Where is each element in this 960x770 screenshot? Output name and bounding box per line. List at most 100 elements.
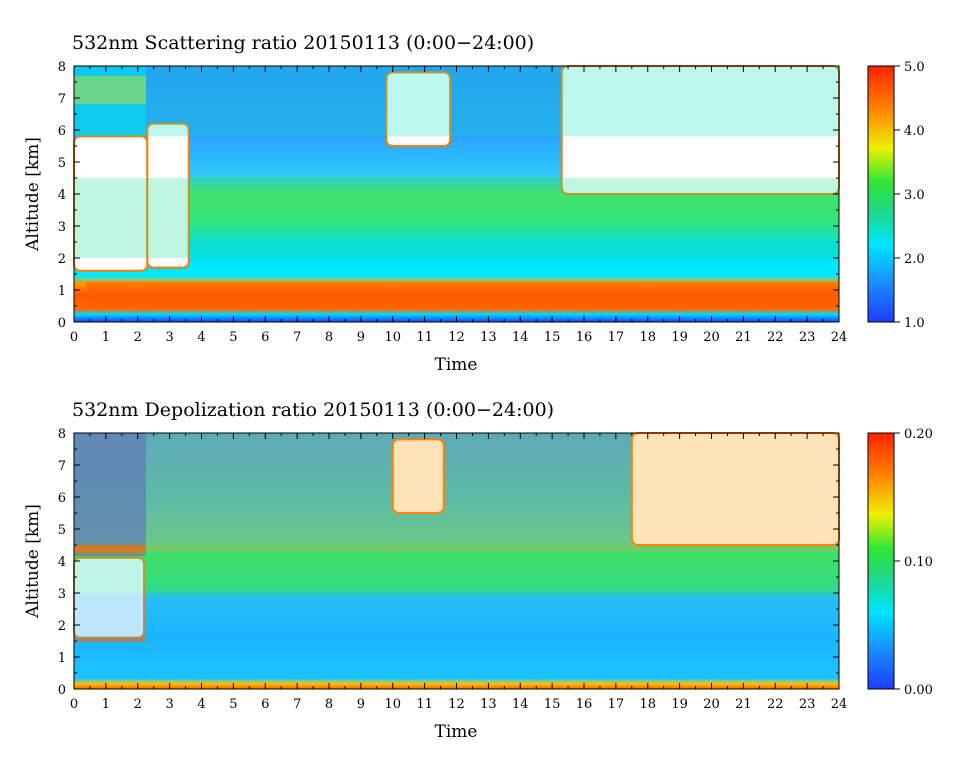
scattering-xtick-label: 15	[544, 330, 561, 345]
depolarization-xtick-label: 1	[102, 697, 110, 712]
scattering-xtick-label: 8	[325, 330, 333, 345]
depolarization-xtick-label: 16	[576, 697, 593, 712]
depolarization-xtick-label: 22	[767, 697, 784, 712]
scattering-xtick-label: 5	[229, 330, 237, 345]
scattering-colorbar: 1.0 2.0 3.0 4.0 5.0	[867, 60, 925, 331]
scattering-ytick-label: 4	[58, 188, 66, 203]
scattering-ylabel: Altitude [km]	[23, 137, 43, 252]
scattering-xtick-label: 7	[293, 330, 301, 345]
scattering-xtick-label: 14	[512, 330, 529, 345]
scattering-colorbar-tick-label: 2.0	[904, 252, 925, 267]
depolarization-xtick-label: 20	[703, 697, 720, 712]
depolarization-y-ticks: 0 1 2 3 4 5 6 7 8	[58, 427, 839, 698]
scattering-layer-2	[74, 178, 839, 258]
depolarization-x-ticks: 0 1 2 3 4 5 6 7 8 9 10 11 12 13 14 15 16 17 18 19 20 21 22 23 24	[70, 433, 847, 712]
scattering-ytick-label: 1	[58, 284, 66, 299]
scattering-xtick-label: 11	[416, 330, 433, 345]
depolarization-layer-2	[74, 593, 839, 680]
scattering-layers	[74, 66, 839, 310]
depolarization-colorbar-tick-label: 0.00	[904, 683, 933, 698]
depolarization-xtick-label: 9	[357, 697, 365, 712]
scattering-no-data-region-2	[385, 71, 452, 147]
scattering-ytick-label: 3	[58, 220, 66, 235]
depolarization-xtick-label: 19	[671, 697, 688, 712]
scattering-xtick-label: 19	[671, 330, 688, 345]
depolarization-layers	[74, 433, 839, 680]
depolarization-xtick-label: 21	[735, 697, 752, 712]
depolarization-ytick-label: 0	[58, 683, 66, 698]
depolarization-no-data-regions	[73, 432, 840, 639]
scattering-upper-cloud-core	[74, 76, 146, 104]
scattering-xtick-label: 4	[197, 330, 205, 345]
depolarization-ytick-label: 8	[58, 427, 66, 442]
scattering-colorbar-ticks: 1.0 2.0 3.0 4.0 5.0	[894, 60, 925, 331]
scattering-no-data-region-1	[146, 122, 190, 269]
scattering-ytick-label: 2	[58, 252, 66, 267]
depolarization-xtick-label: 14	[512, 697, 529, 712]
depolarization-ytick-label: 5	[58, 523, 66, 538]
scattering-colorbar-tick-label: 3.0	[904, 188, 925, 203]
scattering-colorbar-tick-label: 1.0	[904, 316, 925, 331]
depolarization-title: 532nm Depolization ratio 20150113 (0:00−…	[72, 399, 554, 421]
scattering-xtick-label: 12	[448, 330, 465, 345]
depolarization-colorbar-ticks: 0.00 0.10 0.20	[894, 427, 933, 698]
scattering-xtick-label: 13	[480, 330, 497, 345]
depolarization-ytick-label: 7	[58, 459, 66, 474]
depolarization-xtick-label: 13	[480, 697, 497, 712]
depolarization-ytick-label: 4	[58, 555, 66, 570]
scattering-ytick-label: 8	[58, 60, 66, 75]
scattering-xtick-label: 16	[576, 330, 593, 345]
depolarization-xtick-label: 7	[293, 697, 301, 712]
depolarization-xtick-label: 3	[165, 697, 173, 712]
scattering-colorbar-tick-label: 5.0	[904, 60, 925, 75]
depolarization-ratio-panel: 532nm Depolization ratio 20150113 (0:00−…	[23, 399, 933, 742]
depolarization-cloud-edge	[74, 545, 146, 555]
depolarization-colorbar: 0.00 0.10 0.20	[867, 427, 933, 698]
depolarization-xtick-label: 17	[608, 697, 625, 712]
depolarization-xtick-label: 0	[70, 697, 78, 712]
scattering-ytick-label: 5	[58, 156, 66, 171]
scattering-y-ticks: 0 1 2 3 4 5 6 7 8	[58, 60, 839, 331]
scattering-plot-area	[73, 65, 840, 323]
scattering-xtick-label: 10	[384, 330, 401, 345]
scattering-colorbar-gradient	[867, 65, 895, 323]
depolarization-xtick-label: 2	[134, 697, 142, 712]
depolarization-xtick-label: 18	[639, 697, 656, 712]
depolarization-xtick-label: 24	[831, 697, 848, 712]
scattering-xtick-label: 6	[261, 330, 269, 345]
scattering-xtick-label: 0	[70, 330, 78, 345]
depolarization-colorbar-tick-label: 0.10	[904, 555, 933, 570]
scattering-xtick-label: 20	[703, 330, 720, 345]
depolarization-xtick-label: 12	[448, 697, 465, 712]
depolarization-ylabel: Altitude [km]	[23, 504, 43, 619]
depolarization-colorbar-gradient	[867, 432, 895, 690]
scattering-xtick-label: 1	[102, 330, 110, 345]
depolarization-xtick-label: 4	[197, 697, 205, 712]
depolarization-ytick-label: 2	[58, 619, 66, 634]
depolarization-ytick-label: 3	[58, 587, 66, 602]
scattering-xtick-label: 18	[639, 330, 656, 345]
depolarization-xlabel: Time	[435, 722, 478, 742]
depolarization-plot-area	[73, 432, 840, 690]
scattering-xtick-label: 22	[767, 330, 784, 345]
scattering-layer-0	[74, 280, 839, 310]
depolarization-no-data-region-1	[391, 438, 445, 514]
scattering-xtick-label: 21	[735, 330, 752, 345]
depolarization-layer-1	[74, 551, 839, 593]
depolarization-ytick-label: 1	[58, 651, 66, 666]
scattering-ratio-panel: 532nm Scattering ratio 20150113 (0:00−24…	[23, 32, 925, 375]
scattering-ytick-label: 6	[58, 124, 66, 139]
scattering-xlabel: Time	[435, 355, 478, 375]
scattering-no-data-regions	[73, 65, 840, 272]
scattering-ytick-label: 7	[58, 92, 66, 107]
scattering-xtick-label: 3	[165, 330, 173, 345]
depolarization-layer-0	[74, 433, 839, 552]
scattering-xtick-label: 9	[357, 330, 365, 345]
depolarization-xtick-label: 10	[384, 697, 401, 712]
scattering-ytick-label: 0	[58, 316, 66, 331]
depolarization-xtick-label: 23	[799, 697, 816, 712]
scattering-title: 532nm Scattering ratio 20150113 (0:00−24…	[72, 32, 534, 54]
scattering-xtick-label: 17	[608, 330, 625, 345]
scattering-xtick-label: 23	[799, 330, 816, 345]
